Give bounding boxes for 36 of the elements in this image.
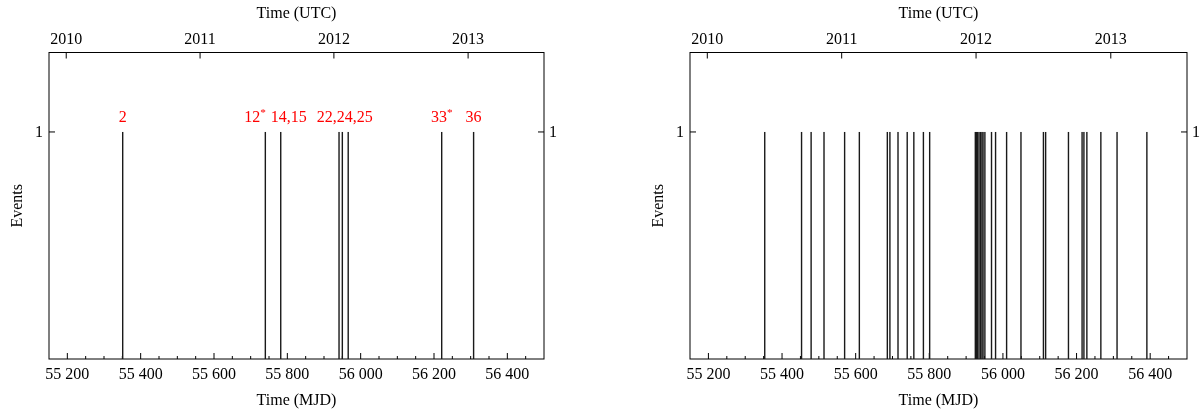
annotation: 36 <box>465 107 482 125</box>
x2-axis-title: Time (UTC) <box>256 4 337 22</box>
x-tick-label: 55 400 <box>760 365 805 382</box>
x-tick-label: 55 800 <box>907 365 952 382</box>
x-tick-label: 56 200 <box>412 365 456 382</box>
text: 1 <box>35 122 43 140</box>
x-tick-label: 56 000 <box>338 365 383 382</box>
annotation: 2 <box>118 107 127 125</box>
x2-tick-label: 2011 <box>184 29 216 47</box>
x-tick-label: 55 200 <box>686 365 731 382</box>
x-tick-label: 55 200 <box>45 365 90 382</box>
y-axis-title: Events <box>8 183 25 228</box>
x-tick-label: 55 600 <box>833 365 878 382</box>
x2-tick-label: 2010 <box>691 29 724 47</box>
x-tick-label: 56 400 <box>1128 365 1173 382</box>
x-tick-label: 55 800 <box>265 365 310 382</box>
x-tick-label: 56 400 <box>485 365 530 382</box>
x2-axis-title: Time (UTC) <box>898 4 979 22</box>
annotation: 12$^{*}$ <box>244 105 267 125</box>
annotation: 33$^{*}$ <box>430 105 453 125</box>
text: 1 <box>676 122 684 140</box>
x-tick-label: 56 000 <box>980 365 1025 382</box>
x2-tick-label: 2010 <box>50 29 83 47</box>
x-axis-title: Time (MJD) <box>898 391 979 409</box>
x-tick-label: 55 600 <box>192 365 236 382</box>
x-tick-label: 56 200 <box>1054 365 1099 382</box>
x2-tick-label: 2012 <box>960 29 993 47</box>
x-tick-label: 55 400 <box>118 365 163 382</box>
x2-tick-label: 2013 <box>452 29 485 47</box>
annotation: 22,24,25 <box>316 107 373 125</box>
x2-tick-label: 2013 <box>1094 29 1127 47</box>
x2-tick-label: 2011 <box>825 29 858 47</box>
annotation: 14,15 <box>270 107 307 125</box>
y-axis-title: Events <box>649 183 666 228</box>
x-axis-title: Time (MJD) <box>256 391 337 409</box>
x2-tick-label: 2012 <box>317 29 350 47</box>
